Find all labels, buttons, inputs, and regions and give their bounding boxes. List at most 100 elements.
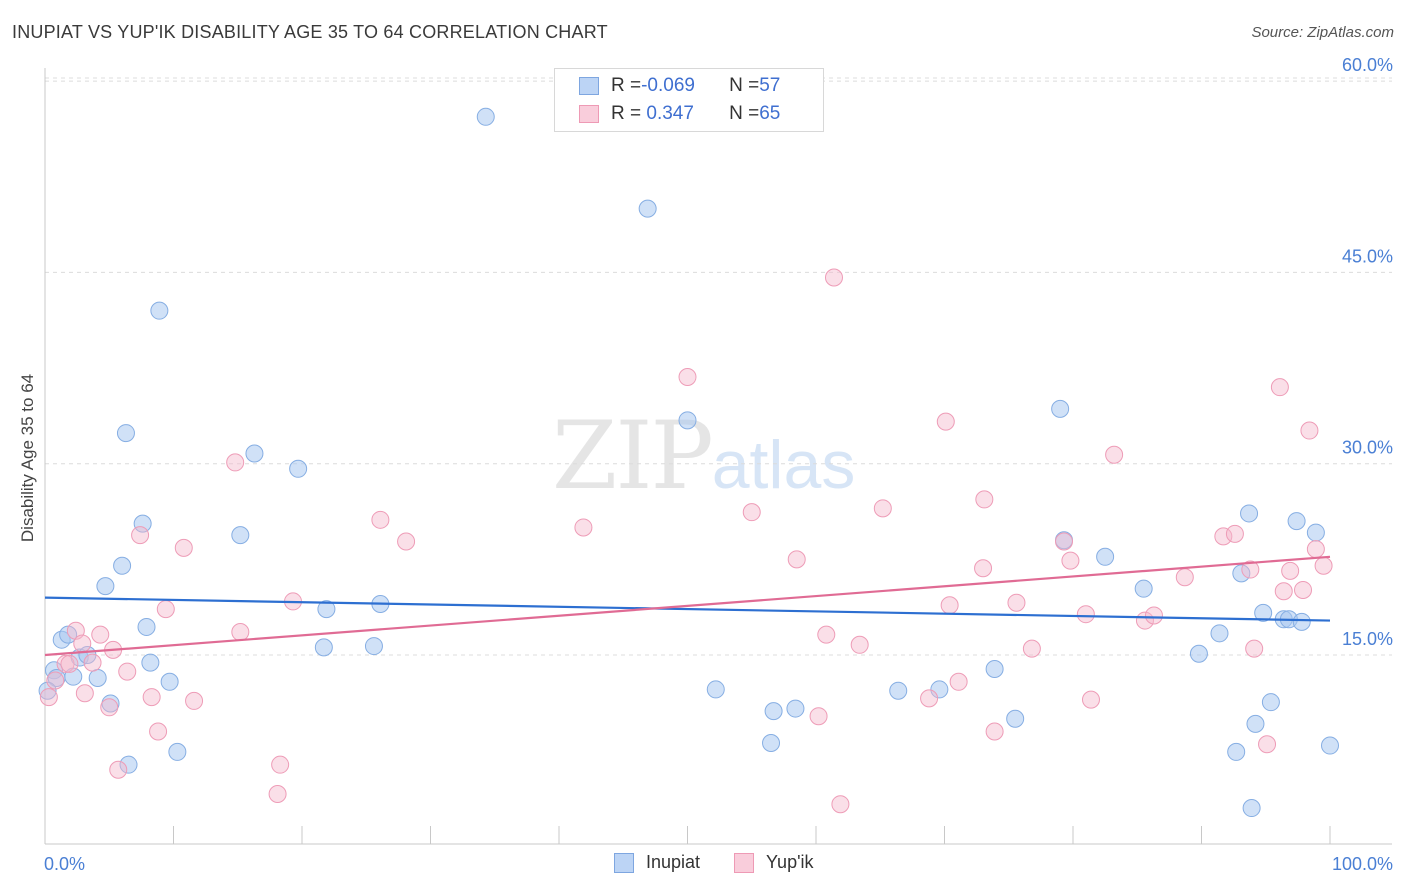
yupik-point: [824, 268, 843, 287]
yupik-point: [1258, 735, 1277, 754]
yupik-point: [1245, 639, 1264, 658]
axis-labels: 15.0% 30.0% 45.0% 60.0% 0.0% 100.0% Disability…: [18, 55, 1393, 874]
yupik-point: [936, 412, 955, 431]
yupik-point: [1076, 605, 1095, 624]
inupiat-point: [160, 672, 179, 691]
yupik-point: [787, 550, 806, 569]
yupik-points: [39, 268, 1333, 814]
inupiat-point: [764, 702, 783, 721]
yupik-point: [231, 623, 250, 642]
inupiat-point: [786, 699, 805, 718]
yupik-point: [271, 755, 290, 774]
inupiat-point: [1306, 523, 1325, 542]
yupik-point: [1294, 580, 1313, 599]
inupiat-point: [116, 424, 135, 443]
inupiat-trend-line: [44, 596, 1331, 622]
yupik-n-value: 65: [759, 103, 781, 124]
yupik-point: [83, 653, 102, 672]
inupiat-point: [1051, 399, 1070, 418]
inupiat-point: [314, 638, 333, 657]
inupiat-point: [1096, 547, 1115, 566]
yupik-point: [1144, 606, 1163, 625]
yupik-point: [949, 672, 968, 691]
trend-lines: [44, 555, 1331, 657]
yupik-point: [371, 510, 390, 529]
inupiat-point: [1227, 742, 1246, 761]
yupik-r-value: 0.347: [641, 103, 694, 124]
inupiat-legend-label: Inupiat: [646, 852, 701, 872]
yupik-point: [142, 688, 161, 707]
chart-title: INUPIAT VS YUP'IK DISABILITY AGE 35 TO 6…: [12, 22, 608, 42]
inupiat-n-value: 57: [759, 75, 781, 96]
yupik-point: [60, 654, 79, 673]
inupiat-point: [88, 668, 107, 687]
yupik-point: [109, 760, 128, 779]
inupiat-point: [930, 680, 949, 699]
inupiat-point: [364, 637, 383, 656]
yupik-point: [226, 453, 245, 472]
inupiat-point: [1189, 644, 1208, 663]
yupik-point: [185, 691, 204, 710]
inupiat-point: [476, 107, 495, 126]
yupik-point: [1175, 568, 1194, 587]
yupik-point: [268, 785, 287, 804]
yupik-swatch: [579, 105, 599, 123]
yupik-point: [1007, 593, 1026, 612]
inupiat-point: [762, 733, 781, 752]
yupik-point: [574, 518, 593, 537]
inupiat-point: [119, 755, 138, 774]
x-tick-label-max: 100.0%: [1332, 854, 1393, 874]
y-tick-label: 15.0%: [1342, 629, 1393, 649]
yupik-point: [73, 634, 92, 653]
inupiat-point: [231, 526, 250, 545]
yupik-point: [1300, 421, 1319, 440]
yupik-point: [1314, 556, 1333, 575]
yupik-legend-label: Yup'ik: [766, 852, 814, 872]
stats-legend: R = -0.069 N = 57 R = 0.347 N = 65: [554, 68, 824, 132]
inupiat-n-label: N =: [729, 75, 760, 96]
yupik-point: [831, 795, 850, 814]
yupik-point: [91, 625, 110, 644]
yupik-point: [940, 596, 959, 615]
yupik-point: [174, 538, 193, 557]
yupik-point: [1281, 561, 1300, 580]
inupiat-point: [113, 556, 132, 575]
yupik-r-label: R =: [611, 103, 642, 124]
yupik-point: [149, 722, 168, 741]
yupik-point: [156, 600, 175, 619]
yupik-point: [850, 635, 869, 654]
inupiat-legend-swatch: [614, 852, 634, 873]
axes: [44, 68, 1392, 845]
watermark-atlas: atlas: [711, 427, 856, 503]
yupik-point: [1306, 540, 1325, 559]
yupik-point: [817, 625, 836, 644]
inupiat-point: [289, 459, 308, 478]
yupik-point: [974, 559, 993, 578]
inupiat-r-label: R =: [611, 75, 642, 96]
yupik-point: [1061, 551, 1080, 570]
inupiat-point: [1232, 564, 1251, 583]
inupiat-point: [1321, 736, 1339, 755]
inupiat-r-value: -0.069: [641, 75, 695, 96]
inupiat-swatch: [579, 77, 599, 95]
inupiat-point: [1246, 714, 1265, 733]
yupik-point: [1022, 639, 1041, 658]
inupiat-point: [1254, 603, 1273, 622]
yupik-point: [873, 499, 892, 518]
inupiat-point: [141, 653, 160, 672]
y-tick-label: 30.0%: [1342, 438, 1393, 458]
inupiat-point: [1240, 504, 1259, 523]
yupik-point: [56, 654, 75, 673]
yupik-point: [100, 698, 119, 717]
inupiat-point: [889, 681, 908, 700]
legend-row-yupik: R = 0.347 N = 65: [579, 101, 780, 127]
inupiat-point: [1292, 612, 1311, 631]
inupiat-point: [1210, 624, 1229, 643]
inupiat-point: [706, 680, 725, 699]
inupiat-point: [1261, 693, 1280, 712]
yupik-point: [1241, 560, 1260, 579]
inupiat-point: [38, 681, 57, 700]
yupik-trend-line: [44, 555, 1331, 657]
yupik-point: [1055, 532, 1074, 551]
yupik-point: [39, 688, 58, 707]
